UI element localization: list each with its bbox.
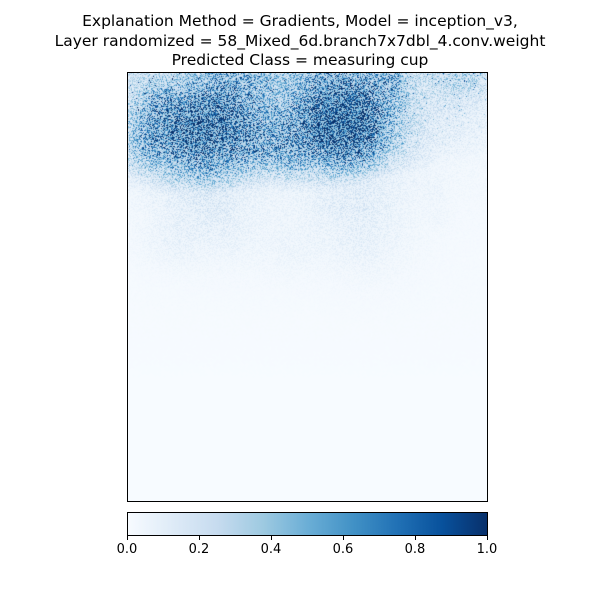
colorbar-tick-label: 0.4 <box>260 542 282 557</box>
chart-title: Explanation Method = Gradients, Model = … <box>0 12 600 71</box>
colorbar-tick <box>127 536 128 540</box>
colorbar-tick <box>415 536 416 540</box>
colorbar-tick-label: 0.2 <box>188 542 210 557</box>
colorbar-tick <box>271 536 272 540</box>
colorbar-tick <box>343 536 344 540</box>
colorbar-tick-label: 0.6 <box>332 542 354 557</box>
colorbar-tick-label: 1.0 <box>476 542 498 557</box>
colorbar-fill <box>128 513 487 535</box>
colorbar-tick <box>487 536 488 540</box>
title-line-2: Layer randomized = 58_Mixed_6d.branch7x7… <box>54 31 546 50</box>
colorbar <box>127 512 488 536</box>
colorbar-tick-label: 0.8 <box>404 542 426 557</box>
colorbar-tick <box>199 536 200 540</box>
colorbar-gradient <box>128 513 487 535</box>
colorbar-tick-label: 0.0 <box>116 542 138 557</box>
heatmap-plot-area <box>127 72 488 502</box>
title-line-1: Explanation Method = Gradients, Model = … <box>82 12 518 30</box>
saliency-heatmap <box>128 73 487 501</box>
title-line-3: Predicted Class = measuring cup <box>171 51 429 69</box>
